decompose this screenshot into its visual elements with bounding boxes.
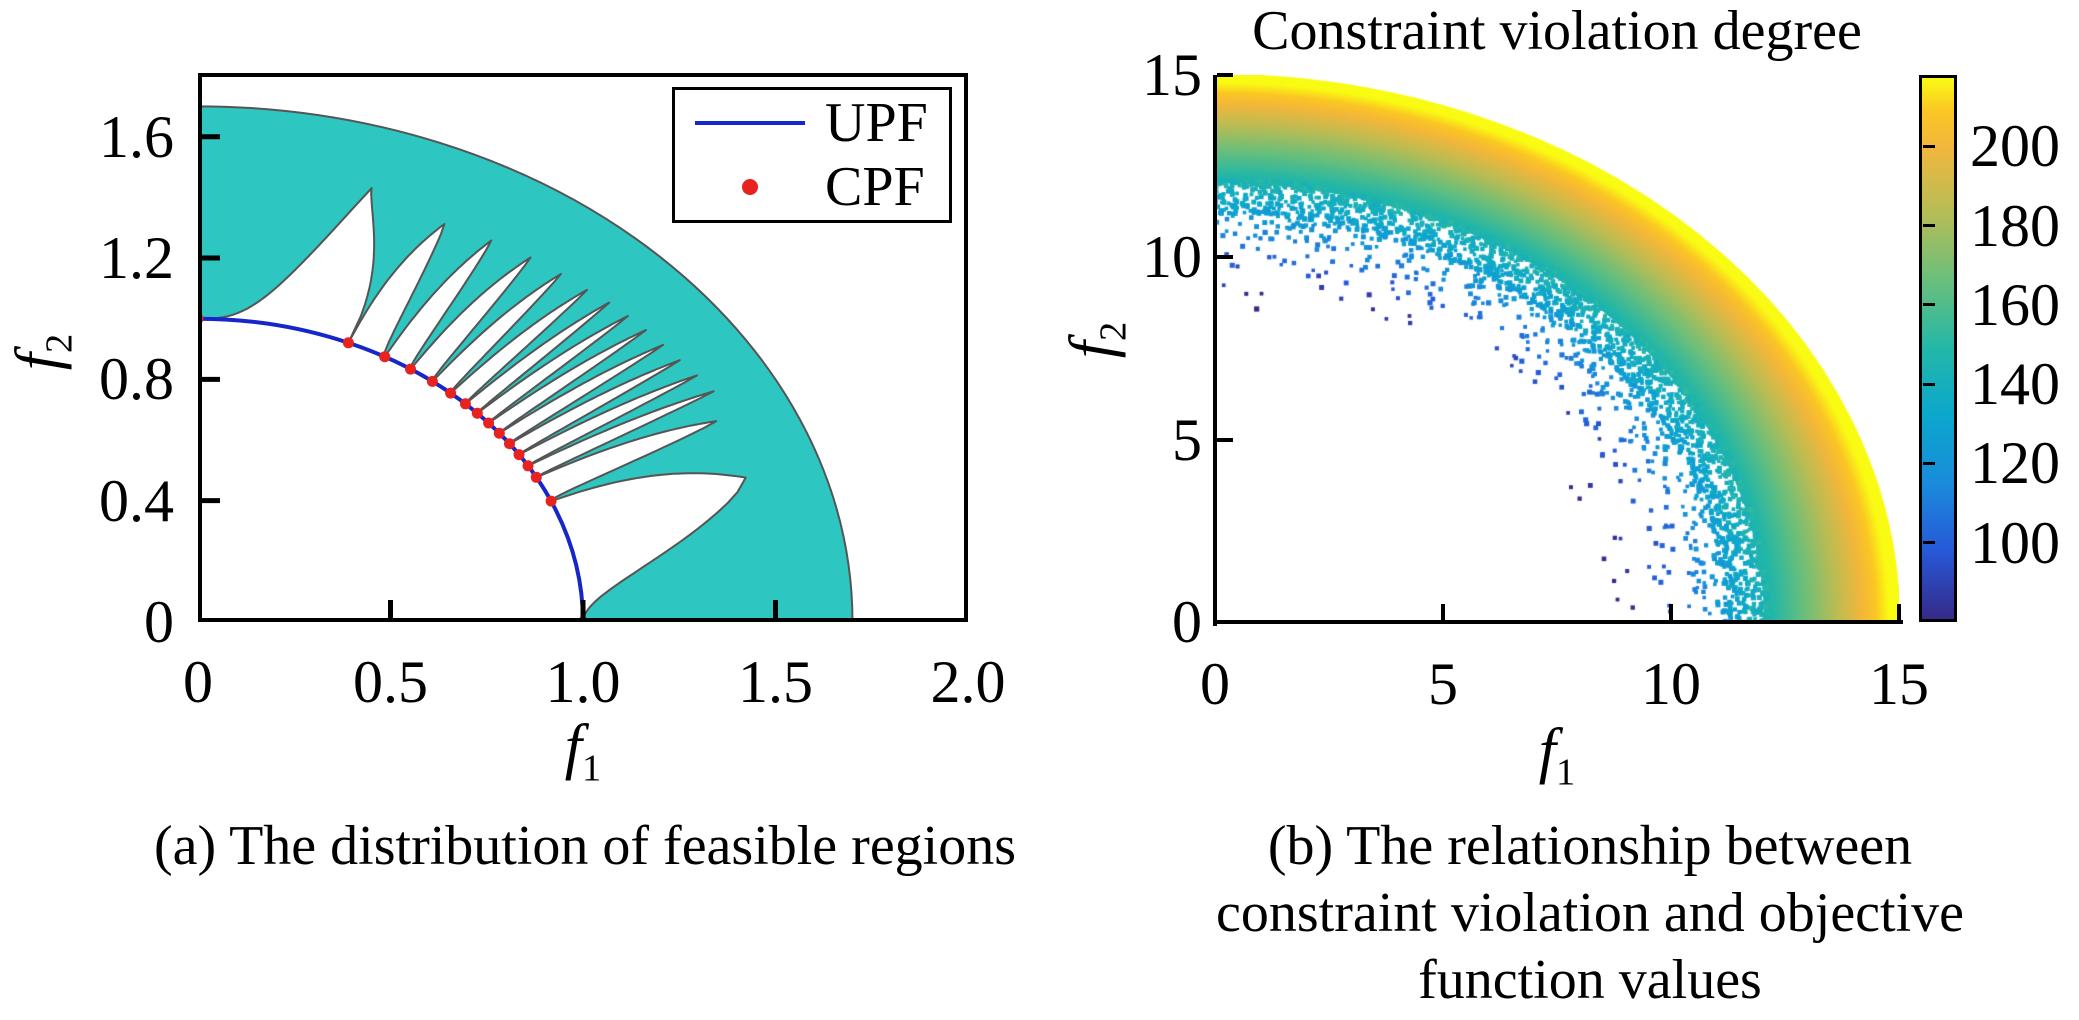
panel-a-y-tick-label: 1.2 — [99, 225, 174, 292]
colorbar-tick-label: 160 — [1970, 271, 2060, 338]
colorbar-tick-label: 180 — [1970, 192, 2060, 259]
panel-b-y-tick-label: 5 — [1172, 406, 1202, 473]
panel-b-y-tick-label: 0 — [1172, 589, 1202, 655]
panel-b-y-tick-mark — [1217, 437, 1233, 442]
cpf-point — [530, 471, 542, 483]
cpf-point — [379, 351, 391, 363]
panel-a-y-tick-label: 0 — [144, 589, 174, 655]
cpf-point — [504, 438, 515, 450]
panel-a-x-tick-label: 2.0 — [930, 649, 1006, 715]
colorbar-tick-mark — [1923, 461, 1935, 465]
constraint-violation-scatter — [1215, 75, 1899, 622]
panel-a-x-tick-label: 0 — [183, 649, 213, 715]
cpf-dot-sample — [675, 179, 825, 195]
panel-a-x-tick-label: 0.5 — [353, 649, 428, 715]
panel-b-y-axis — [1213, 75, 1217, 626]
panel-b-y-tick-label: 10 — [1142, 224, 1202, 291]
panel-b-x-tick-mark — [1897, 604, 1901, 620]
cpf-point — [545, 495, 557, 507]
panel-a-xlabel: f1 — [564, 712, 602, 789]
panel-a-y-tick-label: 1.6 — [99, 103, 174, 170]
panel-b-title: Constraint violation degree — [1252, 0, 1862, 62]
legend-row-upf: UPF — [675, 92, 949, 154]
panel-a-x-tick-label: 1.0 — [545, 649, 621, 715]
cpf-point — [483, 417, 495, 429]
panel-b-y-tick-mark — [1217, 255, 1233, 260]
legend-label-upf: UPF — [825, 92, 928, 154]
panel-b-caption-line-2: constraint violation and objective — [1215, 882, 1964, 944]
panel-b-x-tick-label: 15 — [1869, 651, 1929, 717]
colorbar-tick-label: 120 — [1970, 430, 2060, 497]
panel-b-x-tick-label: 5 — [1428, 651, 1458, 717]
cpf-point — [342, 337, 354, 349]
upf-curve — [198, 316, 585, 622]
cpf-point — [405, 363, 416, 375]
legend: UPF CPF — [672, 87, 952, 223]
cpf-point — [513, 449, 525, 461]
cpf-point — [445, 387, 457, 399]
panel-b-x-tick-mark — [1441, 604, 1445, 620]
colorbar-tick-label: 200 — [1970, 113, 2060, 180]
panel-b-y-tick-mark — [1217, 72, 1233, 77]
panel-b-x-axis — [1213, 620, 1903, 624]
colorbar-tick-mark — [1923, 144, 1935, 148]
upf-line-sample — [675, 121, 825, 125]
panel-a-plot-border — [198, 73, 968, 622]
panel-a-x-tick-label: 1.5 — [738, 649, 813, 715]
panel-a-y-tick-label: 0.4 — [99, 467, 174, 534]
colorbar-tick-label: 100 — [1970, 509, 2060, 576]
panel-b-x-tick-label: 0 — [1200, 651, 1230, 717]
panel-b-caption-line-1: (b) The relationship between — [1267, 815, 1913, 877]
panel-b-x-tick-mark — [1669, 604, 1673, 620]
panel-b-ylabel: f2 — [1057, 321, 1134, 359]
colorbar-tick-mark — [1923, 382, 1935, 386]
panel-b-caption-line-3: function values — [1418, 949, 1762, 1011]
cpf-point — [426, 375, 438, 387]
cpf-point — [522, 460, 534, 472]
panel-b-y-tick-label: 15 — [1142, 41, 1202, 108]
panel-b-x-tick-label: 10 — [1641, 651, 1701, 717]
legend-row-cpf: CPF — [675, 156, 949, 218]
legend-label-cpf: CPF — [825, 156, 925, 218]
panel-b-xlabel: f1 — [1538, 716, 1576, 793]
cpf-point — [459, 398, 471, 410]
colorbar-tick-label: 140 — [1970, 351, 2060, 418]
colorbar — [1919, 75, 1957, 622]
feasible-regions-plot — [198, 73, 968, 622]
panel-a-caption: (a) The distribution of feasible regions — [153, 815, 1017, 877]
colorbar-tick-mark — [1923, 541, 1935, 545]
cpf-point — [471, 407, 483, 419]
panel-a-y-tick-label: 0.8 — [99, 346, 174, 413]
cpf-point — [493, 427, 505, 439]
colorbar-tick-mark — [1923, 303, 1935, 307]
colorbar-tick-mark — [1923, 224, 1935, 228]
